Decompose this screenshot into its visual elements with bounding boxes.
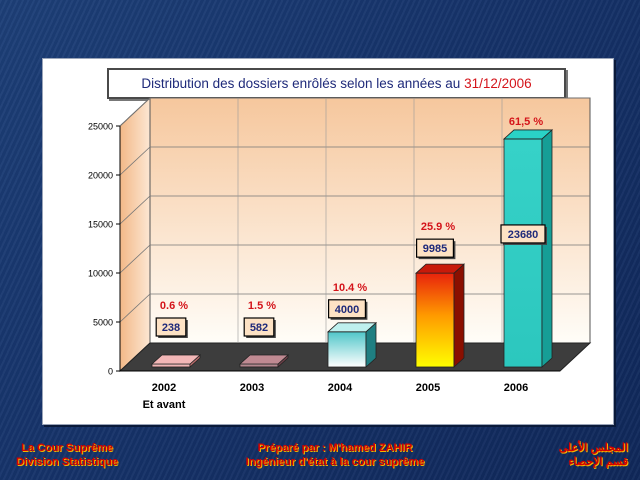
value-label: 238 [162,322,180,334]
y-tick-label: 25000 [88,122,113,132]
percent-label: 25.9 % [421,221,455,233]
value-box [328,299,367,319]
gridline [119,97,590,127]
gridline [119,195,590,225]
bar-2003 [238,354,290,368]
value-box [500,224,546,244]
chart-title-main: Distribution des dossiers enrôlés selon … [141,76,461,91]
y-tick-label: 20000 [88,171,113,181]
bar-top [150,354,202,365]
bar-front [503,138,543,368]
value-label: 9985 [423,243,447,255]
x-tick-label: 2002 [152,382,176,394]
court-name-arabic: المجلس الأعلى [558,442,628,454]
bar-2005 [414,263,466,368]
bar-top [414,263,466,274]
percent-label: 61,5 % [509,116,543,128]
division-name: Division Statistique [15,456,119,468]
y-tick-label: 0 [108,367,113,377]
y-tick-label: 5000 [93,318,113,328]
court-name: La Cour Suprême [21,442,113,454]
y-tick-label: 15000 [88,220,113,230]
division-name-arabic: قسم الإحصاء [568,456,628,468]
value-label: 4000 [335,304,359,316]
value-box [416,238,455,258]
bar-side [541,129,553,368]
bar-top [326,322,378,333]
value-label: 23680 [508,229,539,241]
bar-2004 [326,321,378,368]
bar-top [502,129,554,140]
x-tick-label: 2003 [240,382,264,394]
gridline [119,146,590,176]
x-tick-sublabel: Et avant [143,399,186,411]
footer-center: Préparé par : M'hamed ZAHIR Ingénieur d'… [226,441,444,469]
prepared-by: Préparé par : M'hamed ZAHIR [257,442,413,454]
x-tick-label: 2006 [504,382,528,394]
percent-label: 10.4 % [333,282,367,294]
bar-side [453,263,465,368]
bar-front [327,331,367,368]
bar-2002 [150,354,202,368]
chart-title-date: 31/12/2006 [464,76,532,91]
bar-front [151,363,191,368]
footer-left: La Cour Suprême Division Statistique [8,441,126,469]
bar-2006 [502,129,554,368]
value-box [155,317,187,337]
footer-right: المجلس الأعلى قسم الإحصاء [538,441,628,469]
x-tick-label: 2004 [328,382,353,394]
percent-label: 0.6 % [160,300,188,312]
y-tick-label: 10000 [88,269,113,279]
side-wall [119,96,151,373]
percent-label: 1.5 % [248,300,276,312]
author-title: Ingénieur d'état à la cour suprême [245,456,425,468]
bar-front [415,272,455,368]
bar-top [238,354,290,365]
value-label: 582 [250,322,268,334]
x-tick-label: 2005 [416,382,440,394]
bar-front [239,363,279,368]
value-box [243,317,275,337]
